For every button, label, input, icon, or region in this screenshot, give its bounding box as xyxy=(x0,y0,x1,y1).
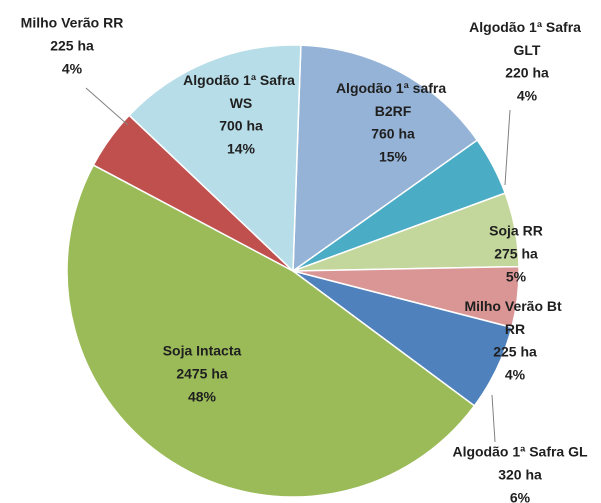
slice-label: Soja RR xyxy=(489,223,543,239)
percentage-label: 4% xyxy=(517,88,538,104)
percentage-label: 5% xyxy=(506,269,527,285)
leader-line xyxy=(504,109,511,186)
slice-label: Algodão 1ª Safra GL xyxy=(452,444,588,460)
slice-label: Algodão 1ª Safra WS xyxy=(183,72,299,111)
leader-line xyxy=(491,394,496,443)
pie-slice xyxy=(292,44,479,273)
percentage-label: 4% xyxy=(505,367,526,383)
value-label: 320 ha xyxy=(498,467,542,483)
percentage-label: 4% xyxy=(62,61,83,77)
slice-label: Milho Verão RR xyxy=(21,15,124,31)
value-label: 225 ha xyxy=(50,38,94,54)
value-label: 275 ha xyxy=(494,246,538,262)
value-label: 2475 ha xyxy=(176,366,228,382)
leader-line xyxy=(85,87,129,126)
slice-label: Milho Verão Bt RR xyxy=(464,298,565,337)
slice-label: Algodão 1ª Safra GLT xyxy=(469,19,585,58)
percentage-label: 6% xyxy=(510,490,531,503)
value-label: 220 ha xyxy=(505,65,549,81)
value-label: 225 ha xyxy=(493,344,537,360)
pie-slice xyxy=(66,164,476,498)
value-label: 700 ha xyxy=(219,118,263,134)
percentage-label: 48% xyxy=(188,389,217,405)
slice-label: Algodão 1ª safra B2RF xyxy=(336,80,450,119)
slice-label: Soja Intacta xyxy=(163,343,242,359)
value-label: 760 ha xyxy=(371,126,415,142)
percentage-label: 15% xyxy=(379,149,408,165)
percentage-label: 14% xyxy=(227,141,256,157)
pie-slice xyxy=(128,44,302,273)
